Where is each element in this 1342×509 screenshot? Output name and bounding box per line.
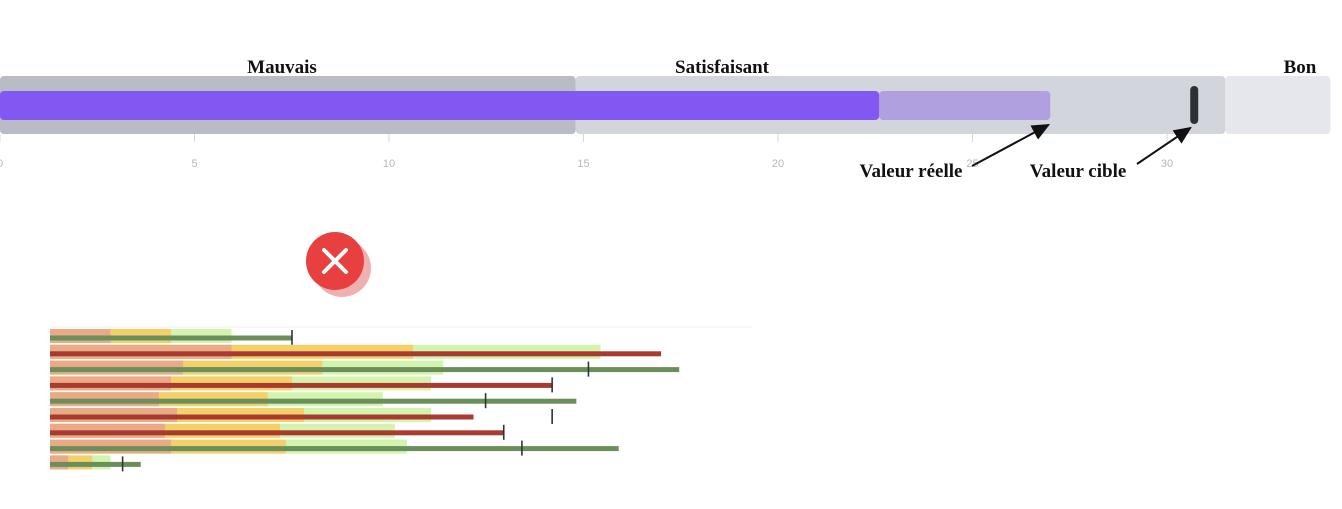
x-tick-label: 20 [772, 158, 784, 170]
measure-bar [50, 414, 474, 420]
target-marker [1190, 86, 1199, 124]
bullet-row [50, 360, 680, 377]
annotation-target-arrow [1136, 126, 1192, 165]
bullet-row [50, 408, 553, 424]
bullet-row [50, 329, 293, 345]
incorrect-badge [306, 232, 371, 297]
range-band-2 [1225, 76, 1331, 134]
x-tick-label: 25 [966, 158, 978, 170]
measure-bar [50, 367, 680, 373]
measure-bar [50, 382, 553, 388]
bullet-row [50, 392, 577, 409]
bullet-row [50, 455, 141, 472]
x-tick-label: 0 [0, 158, 3, 170]
measure-bar-0 [879, 91, 1051, 120]
measure-bars [0, 91, 1051, 120]
measure-bar [50, 335, 292, 341]
annotation-actual-label: Valeur réelle [860, 161, 963, 182]
x-tick-label: 5 [191, 158, 197, 170]
measure-bar [50, 446, 619, 452]
annotation-actual-arrow [971, 124, 1051, 167]
x-tick-label: 10 [383, 158, 395, 170]
bullet-row [50, 344, 662, 359]
bullet-chart-top: 0 5 10 15 20 25 30 Mauvais Satisfaisant Bon Vale… [0, 57, 1331, 182]
range-label-2: Bon [1284, 57, 1317, 78]
measure-bar [50, 430, 504, 436]
x-axis: 0 5 10 15 20 25 30 [0, 134, 1173, 170]
bullet-row [50, 376, 553, 393]
range-label-1: Satisfaisant [675, 57, 770, 78]
range-label-0: Mauvais [247, 57, 317, 78]
measure-bar-1 [0, 91, 880, 120]
x-tick-label: 30 [1161, 158, 1173, 170]
close-icon [322, 248, 348, 274]
bullet-chart-bottom [50, 326, 752, 472]
measure-bar [50, 461, 141, 467]
target-marker-group [1190, 86, 1199, 124]
measure-bar [50, 398, 577, 404]
range-labels: Mauvais Satisfaisant Bon [247, 57, 1317, 78]
x-tick-label: 15 [577, 158, 589, 170]
bullet-rows [50, 329, 680, 472]
bullet-row [50, 423, 505, 440]
annotation-target-label: Valeur cible [1030, 161, 1127, 182]
bullet-row [50, 439, 619, 456]
measure-bar [50, 351, 662, 357]
annotations: Valeur réelle Valeur cible [860, 124, 1192, 182]
